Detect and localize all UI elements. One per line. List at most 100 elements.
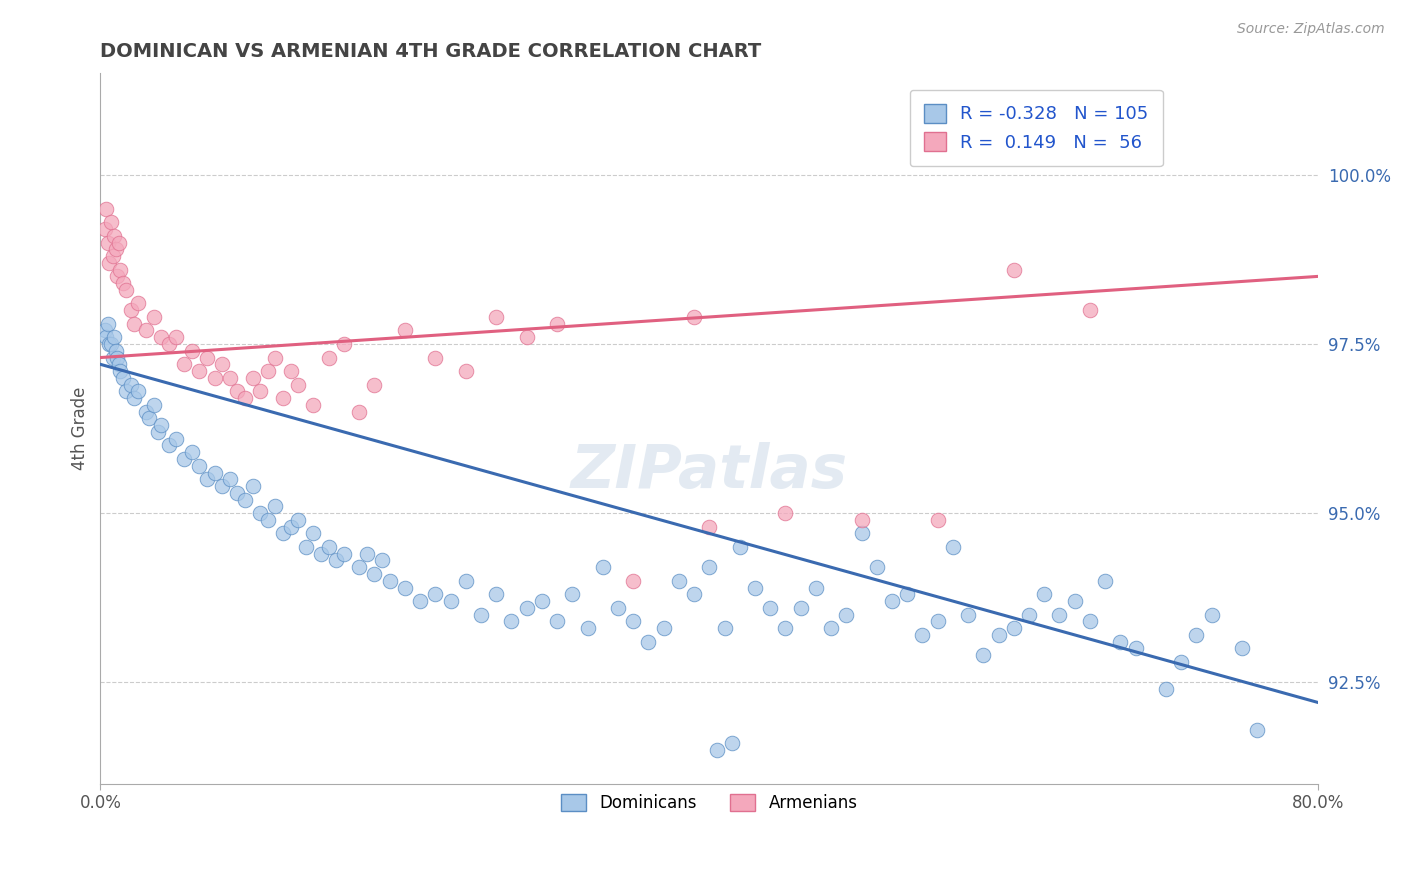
Point <box>188 364 211 378</box>
Point <box>516 330 538 344</box>
Point <box>706 743 728 757</box>
Point <box>759 600 782 615</box>
Point <box>637 634 659 648</box>
Point <box>98 256 121 270</box>
Point <box>94 222 117 236</box>
Point <box>180 445 202 459</box>
Point <box>454 364 477 378</box>
Point <box>120 303 142 318</box>
Point <box>1246 723 1268 737</box>
Point <box>180 343 202 358</box>
Point <box>115 283 138 297</box>
Text: ZIPatlas: ZIPatlas <box>571 442 848 500</box>
Point <box>454 574 477 588</box>
Point <box>242 479 264 493</box>
Point <box>927 615 949 629</box>
Point <box>256 364 278 378</box>
Point <box>249 506 271 520</box>
Point <box>287 513 309 527</box>
Point <box>100 337 122 351</box>
Point <box>280 364 302 378</box>
Point <box>1094 574 1116 588</box>
Point <box>142 310 165 324</box>
Point <box>1049 607 1071 622</box>
Point <box>112 371 135 385</box>
Text: Source: ZipAtlas.com: Source: ZipAtlas.com <box>1237 22 1385 37</box>
Point <box>264 500 287 514</box>
Point <box>1201 607 1223 622</box>
Point <box>835 607 858 622</box>
Point <box>621 574 644 588</box>
Point <box>211 479 233 493</box>
Point <box>409 594 432 608</box>
Point <box>122 391 145 405</box>
Point <box>516 600 538 615</box>
Point <box>713 621 735 635</box>
Point <box>957 607 980 622</box>
Point <box>218 371 240 385</box>
Point <box>302 526 325 541</box>
Y-axis label: 4th Grade: 4th Grade <box>72 387 89 470</box>
Point <box>135 324 157 338</box>
Point <box>1018 607 1040 622</box>
Point <box>1109 634 1132 648</box>
Point <box>1154 681 1177 696</box>
Point <box>987 628 1010 642</box>
Point <box>280 519 302 533</box>
Point <box>108 262 131 277</box>
Point <box>911 628 934 642</box>
Point <box>287 377 309 392</box>
Point <box>211 357 233 371</box>
Point <box>851 526 873 541</box>
Point <box>108 364 131 378</box>
Point <box>256 513 278 527</box>
Point <box>333 337 356 351</box>
Text: DOMINICAN VS ARMENIAN 4TH GRADE CORRELATION CHART: DOMINICAN VS ARMENIAN 4TH GRADE CORRELAT… <box>100 42 762 61</box>
Point <box>242 371 264 385</box>
Point <box>107 357 129 371</box>
Point <box>100 215 122 229</box>
Point <box>120 377 142 392</box>
Point <box>233 492 256 507</box>
Point <box>866 560 889 574</box>
Point <box>302 398 325 412</box>
Point <box>127 296 149 310</box>
Point <box>896 587 918 601</box>
Point <box>195 472 218 486</box>
Point <box>1170 655 1192 669</box>
Point <box>470 607 492 622</box>
Point <box>309 547 332 561</box>
Point <box>173 357 195 371</box>
Point <box>789 600 811 615</box>
Point <box>166 432 188 446</box>
Point <box>561 587 583 601</box>
Point <box>927 513 949 527</box>
Point <box>97 235 120 250</box>
Point <box>728 540 751 554</box>
Point <box>104 343 127 358</box>
Point <box>204 371 226 385</box>
Point <box>271 526 294 541</box>
Point <box>697 519 720 533</box>
Point <box>135 405 157 419</box>
Point <box>546 615 568 629</box>
Point <box>1078 615 1101 629</box>
Point <box>333 547 356 561</box>
Point <box>188 458 211 473</box>
Point <box>1078 303 1101 318</box>
Point <box>218 472 240 486</box>
Point <box>101 351 124 365</box>
Point <box>173 452 195 467</box>
Point <box>264 351 287 365</box>
Point <box>394 581 416 595</box>
Point <box>356 547 378 561</box>
Point <box>226 384 249 399</box>
Point <box>96 330 118 344</box>
Point <box>501 615 523 629</box>
Point <box>1033 587 1056 601</box>
Point <box>820 621 842 635</box>
Point <box>363 567 385 582</box>
Point <box>683 310 706 324</box>
Point <box>530 594 553 608</box>
Point <box>880 594 903 608</box>
